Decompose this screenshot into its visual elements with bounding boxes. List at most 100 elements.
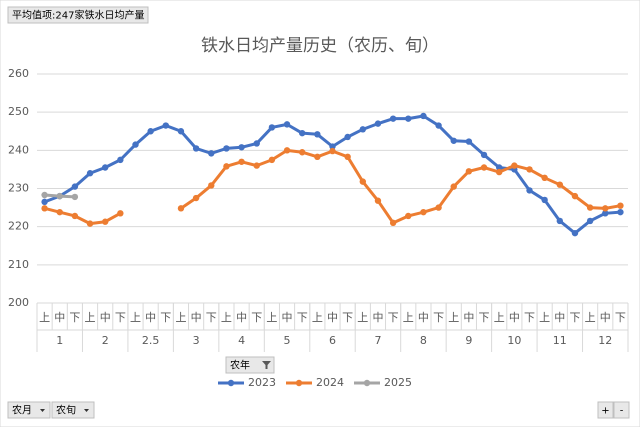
data-point xyxy=(329,143,336,150)
data-point xyxy=(420,112,427,120)
collapse-button[interactable]: - xyxy=(613,401,630,419)
x-tick-label: 中 xyxy=(600,311,611,324)
row-field-button[interactable]: 农旬 xyxy=(51,401,95,419)
x-tick-label: 下 xyxy=(433,311,444,324)
group-label: 5 xyxy=(284,334,291,347)
x-tick-label: 上 xyxy=(266,311,277,324)
data-point xyxy=(162,122,170,129)
data-point xyxy=(253,162,260,169)
data-point xyxy=(586,217,594,225)
data-point xyxy=(41,191,48,199)
group-label: 2.5 xyxy=(142,334,160,347)
data-point xyxy=(147,128,154,135)
x-tick-label: 下 xyxy=(524,311,535,324)
x-tick-label: 下 xyxy=(479,311,490,324)
data-point xyxy=(571,229,579,237)
legend-label: 2024 xyxy=(316,376,344,389)
row-field-label: 农旬 xyxy=(56,404,76,417)
legend-marker xyxy=(295,379,303,387)
data-point xyxy=(465,138,473,145)
x-tick-label: 中 xyxy=(554,311,565,324)
y-tick-label: 200 xyxy=(8,296,29,309)
data-point xyxy=(602,205,609,212)
group-label: 9 xyxy=(465,334,472,347)
data-point xyxy=(71,212,79,220)
legend-marker xyxy=(363,379,371,387)
value-field-button[interactable]: 平均值项:247家铁水日均产量 xyxy=(7,6,149,24)
data-point xyxy=(450,137,457,144)
collapse-label: - xyxy=(620,406,624,417)
y-tick-label: 210 xyxy=(8,258,29,271)
x-tick-label: 下 xyxy=(342,311,353,324)
x-tick-label: 下 xyxy=(251,311,262,324)
dropdown-icon xyxy=(40,409,45,412)
x-tick-label: 下 xyxy=(615,311,626,324)
data-point xyxy=(511,162,518,169)
x-tick-label: 下 xyxy=(206,311,217,324)
x-tick-label: 下 xyxy=(69,311,80,324)
group-label: 12 xyxy=(598,334,612,347)
row-field-button[interactable]: 农月 xyxy=(7,401,51,419)
expand-button[interactable]: + xyxy=(597,401,614,419)
data-point xyxy=(389,219,397,227)
data-point xyxy=(238,158,245,165)
x-tick-label: 中 xyxy=(463,311,474,324)
x-tick-label: 上 xyxy=(39,311,50,324)
x-tick-label: 下 xyxy=(297,311,308,324)
data-point xyxy=(586,204,594,211)
data-point xyxy=(192,194,200,202)
data-point xyxy=(283,121,291,128)
x-tick-label: 上 xyxy=(539,311,550,324)
data-point xyxy=(405,115,412,122)
data-point xyxy=(314,153,321,161)
data-point xyxy=(208,182,215,189)
data-point xyxy=(117,210,124,217)
data-point xyxy=(41,198,48,206)
x-tick-label: 中 xyxy=(372,311,383,324)
data-point xyxy=(480,151,488,159)
data-point xyxy=(541,174,548,182)
group-label: 4 xyxy=(238,334,245,347)
x-tick-label: 上 xyxy=(130,311,141,324)
group-label: 2 xyxy=(102,334,109,347)
group-label: 7 xyxy=(374,334,381,347)
legend-label: 2023 xyxy=(248,376,276,389)
x-tick-label: 上 xyxy=(357,311,368,324)
data-point xyxy=(556,217,564,225)
data-point xyxy=(71,193,79,201)
data-point xyxy=(617,208,624,216)
data-point xyxy=(359,126,367,133)
column-field-button[interactable]: 农年 xyxy=(225,356,275,374)
column-field-label: 农年 xyxy=(230,359,250,372)
x-tick-label: 下 xyxy=(115,311,126,324)
data-point xyxy=(298,149,306,156)
data-point xyxy=(177,205,185,212)
x-tick-label: 中 xyxy=(418,311,429,324)
data-point xyxy=(223,163,230,170)
data-point xyxy=(495,168,503,176)
data-point xyxy=(208,150,215,157)
x-tick-label: 上 xyxy=(448,311,459,324)
x-tick-label: 中 xyxy=(145,311,156,324)
y-tick-label: 240 xyxy=(8,143,29,156)
x-tick-label: 下 xyxy=(388,311,399,324)
y-tick-label: 220 xyxy=(8,220,29,233)
data-point xyxy=(571,192,579,200)
data-point xyxy=(344,133,351,141)
x-tick-label: 中 xyxy=(327,311,338,324)
data-point xyxy=(465,168,473,175)
data-point xyxy=(132,141,139,148)
x-tick-label: 上 xyxy=(85,311,96,324)
x-tick-label: 中 xyxy=(100,311,111,324)
data-point xyxy=(374,197,382,204)
data-point xyxy=(253,140,260,147)
data-point xyxy=(541,196,548,204)
y-tick-label: 260 xyxy=(8,67,29,80)
data-point xyxy=(556,181,564,188)
data-point xyxy=(86,170,94,177)
x-tick-label: 下 xyxy=(569,311,580,324)
data-point xyxy=(101,164,109,171)
x-tick-label: 中 xyxy=(282,311,293,324)
data-point xyxy=(314,131,321,138)
